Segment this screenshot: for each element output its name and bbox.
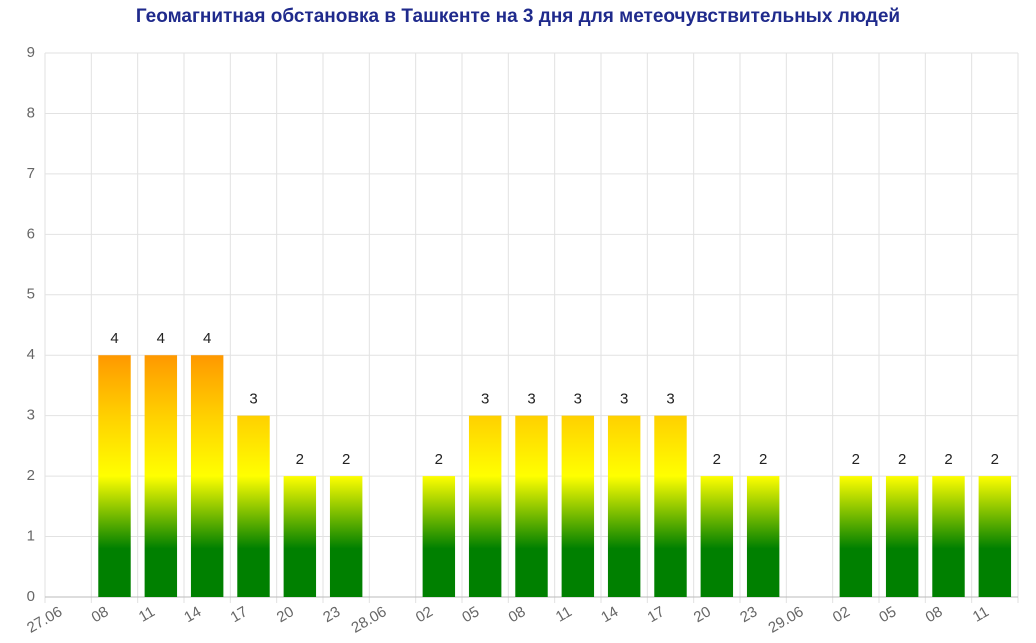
x-tick-label: 27.06 (24, 603, 65, 636)
value-label: 2 (759, 451, 767, 468)
x-tick-label: 08 (89, 603, 112, 626)
bar (561, 415, 595, 597)
value-label: 3 (666, 391, 674, 408)
value-label: 2 (852, 451, 860, 468)
chart-title: Геомагнитная обстановка в Ташкенте на 3 … (136, 6, 900, 27)
bar (329, 476, 363, 597)
value-label: 4 (110, 330, 118, 347)
y-tick-label: 6 (27, 225, 35, 242)
value-label: 4 (203, 330, 211, 347)
bar (700, 476, 734, 597)
x-tick-label: 23 (737, 603, 760, 626)
value-label: 2 (296, 451, 304, 468)
value-label: 3 (527, 391, 535, 408)
bar (422, 476, 456, 597)
x-tick-label: 17 (228, 603, 251, 626)
value-label: 2 (944, 451, 952, 468)
value-label: 3 (574, 391, 582, 408)
y-tick-label: 2 (27, 467, 35, 484)
bar (283, 476, 317, 597)
x-tick-label: 29.06 (766, 603, 807, 636)
x-tick-label: 20 (274, 603, 297, 626)
value-label: 2 (898, 451, 906, 468)
bar (654, 415, 687, 597)
x-tick-label: 11 (553, 603, 575, 626)
y-tick-label: 9 (27, 44, 35, 61)
y-tick-label: 3 (27, 407, 35, 424)
y-tick-label: 0 (27, 588, 35, 605)
x-tick-label: 08 (506, 603, 529, 626)
x-tick-label: 20 (691, 603, 714, 626)
x-tick-label: 14 (598, 603, 621, 626)
x-tick-label: 11 (136, 603, 158, 626)
bar (839, 476, 873, 597)
y-tick-label: 5 (27, 286, 35, 303)
x-tick-label: 23 (320, 603, 343, 626)
value-label: 3 (620, 391, 628, 408)
x-tick-label: 02 (830, 603, 853, 626)
value-label: 4 (157, 330, 165, 347)
y-tick-label: 8 (27, 104, 35, 121)
bar (515, 415, 548, 597)
x-tick-label: 02 (413, 603, 436, 626)
bar (978, 476, 1012, 597)
value-label: 2 (713, 451, 721, 468)
bar (885, 476, 919, 597)
value-label: 3 (481, 391, 489, 408)
value-label: 2 (435, 451, 443, 468)
x-tick-label: 11 (970, 603, 992, 626)
bar (98, 355, 131, 597)
bar (746, 476, 780, 597)
x-tick-label: 05 (459, 603, 482, 626)
y-tick-label: 7 (27, 165, 35, 182)
bar (190, 355, 224, 597)
bar (144, 355, 178, 597)
bar (932, 476, 965, 597)
x-tick-label: 28.06 (349, 603, 390, 636)
bar (237, 415, 270, 597)
y-tick-label: 1 (27, 528, 35, 545)
value-label: 2 (991, 451, 999, 468)
x-tick-label: 08 (923, 603, 946, 626)
value-label: 2 (342, 451, 350, 468)
bar (607, 415, 641, 597)
x-tick-label: 17 (645, 603, 668, 626)
y-tick-label: 4 (27, 346, 35, 363)
x-tick-label: 05 (876, 603, 899, 626)
value-label: 3 (249, 391, 257, 408)
x-tick-label: 14 (181, 603, 204, 626)
bar (468, 415, 502, 597)
